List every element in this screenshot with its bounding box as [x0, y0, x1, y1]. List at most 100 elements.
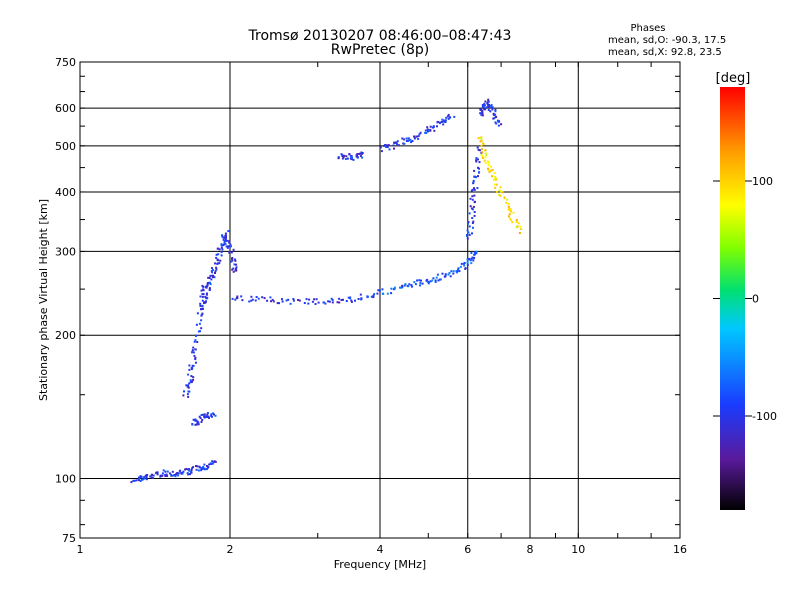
stats-o-line: mean, sd,O: -90.3, 17.5 — [608, 35, 726, 46]
data-point — [194, 423, 197, 426]
data-point — [509, 208, 512, 211]
data-point — [289, 302, 292, 305]
data-point — [278, 302, 280, 305]
data-point — [472, 259, 475, 262]
data-point — [194, 356, 197, 359]
x-tick-label: 10 — [571, 543, 585, 556]
data-point — [473, 251, 476, 254]
data-point — [281, 300, 284, 303]
data-point — [174, 475, 177, 478]
data-point — [211, 267, 213, 270]
data-point — [226, 246, 229, 249]
data-point — [186, 472, 189, 475]
data-point — [467, 222, 469, 225]
data-point — [419, 284, 422, 287]
data-point — [506, 198, 509, 201]
data-point — [186, 468, 189, 471]
data-point — [381, 288, 384, 291]
data-point — [188, 382, 191, 385]
data-point — [487, 167, 489, 170]
data-point — [175, 473, 178, 475]
data-point — [417, 138, 420, 140]
data-point — [509, 209, 512, 212]
data-point — [200, 414, 203, 416]
data-point — [305, 298, 308, 301]
data-point — [397, 144, 400, 147]
data-point — [190, 375, 193, 378]
data-point — [487, 106, 490, 108]
data-point — [473, 187, 475, 190]
data-point — [519, 225, 522, 228]
data-point — [234, 259, 237, 262]
data-point — [192, 346, 195, 349]
data-point — [463, 262, 466, 264]
data-point — [500, 123, 503, 126]
data-point — [390, 287, 393, 290]
data-point — [492, 112, 495, 115]
x-axis-ticks: 1 2 4 6 8 10 16 — [77, 62, 687, 556]
data-point — [315, 298, 318, 301]
data-point — [470, 257, 473, 260]
data-point — [143, 477, 146, 480]
data-point — [457, 267, 460, 270]
data-point — [209, 283, 212, 286]
data-point — [187, 386, 190, 389]
data-point — [481, 112, 484, 115]
data-point — [217, 259, 220, 262]
data-point — [328, 300, 331, 303]
data-point — [250, 295, 253, 298]
data-point — [466, 229, 469, 232]
data-point — [198, 466, 201, 469]
data-point — [192, 364, 195, 367]
data-point — [197, 330, 200, 333]
data-point — [486, 160, 489, 163]
data-point — [445, 116, 448, 119]
data-point — [188, 364, 191, 367]
data-point — [250, 299, 253, 302]
data-point — [484, 100, 487, 103]
data-point — [210, 278, 213, 281]
data-point — [197, 423, 200, 426]
data-point — [209, 462, 212, 465]
data-point — [477, 148, 480, 151]
data-point — [224, 240, 227, 243]
data-point — [203, 416, 206, 419]
data-point — [471, 217, 474, 219]
data-point — [478, 171, 481, 174]
data-point — [517, 222, 520, 225]
data-point — [235, 297, 238, 300]
data-point — [195, 423, 198, 426]
data-point — [395, 141, 398, 144]
data-point — [346, 157, 349, 160]
data-point — [166, 470, 169, 473]
data-point — [217, 253, 220, 256]
data-point — [198, 415, 201, 418]
data-point — [416, 279, 418, 282]
data-point — [206, 412, 209, 414]
data-point — [386, 292, 389, 295]
data-point — [187, 390, 190, 393]
data-point — [170, 473, 173, 476]
data-point — [151, 473, 153, 476]
data-point — [194, 348, 197, 351]
data-point — [476, 146, 479, 149]
chart-title: Tromsø 20130207 08:46:00–08:47:43 — [248, 28, 512, 44]
data-point — [270, 300, 272, 303]
data-point — [485, 106, 488, 109]
data-point — [376, 292, 379, 295]
data-point — [322, 301, 325, 304]
data-point — [401, 284, 404, 287]
data-point — [393, 286, 396, 289]
data-point — [484, 156, 487, 159]
data-point — [217, 247, 220, 250]
data-point — [471, 222, 474, 224]
data-point — [405, 137, 408, 140]
data-point — [494, 113, 497, 116]
x-tick-label: 16 — [673, 543, 687, 556]
data-point — [419, 131, 422, 134]
data-point — [192, 418, 195, 421]
y-tick-label: 600 — [55, 102, 76, 115]
data-point — [435, 276, 438, 279]
data-point — [472, 179, 475, 182]
